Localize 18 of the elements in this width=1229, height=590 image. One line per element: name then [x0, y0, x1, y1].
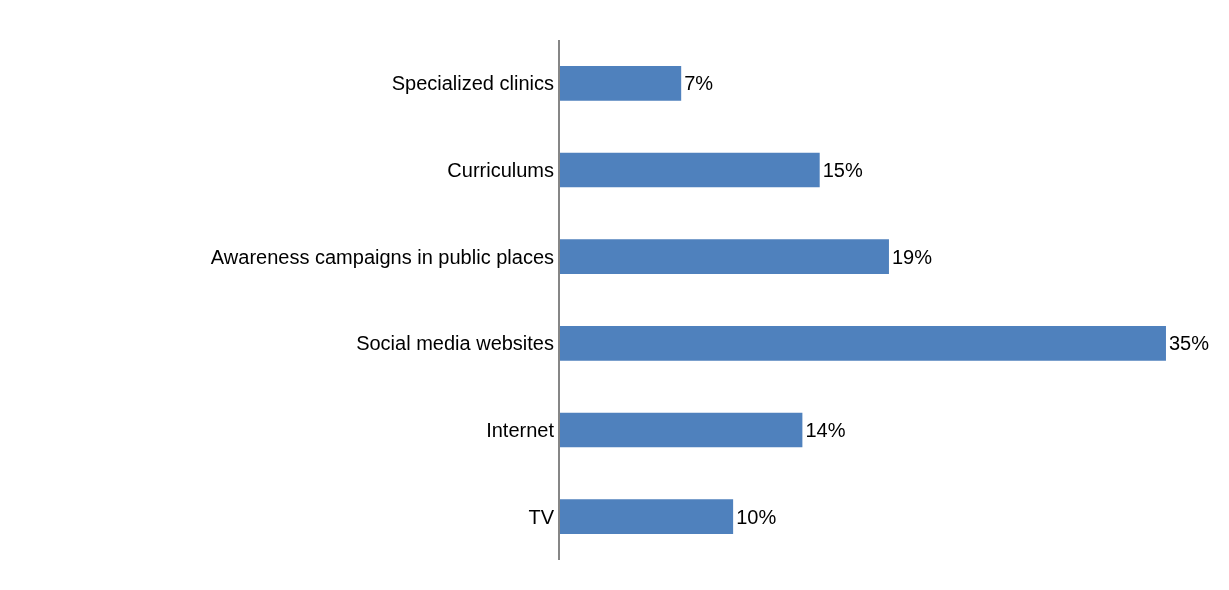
bar: [560, 66, 682, 101]
bar: [560, 152, 820, 188]
data-label: 10%: [736, 505, 777, 528]
bar: [560, 326, 1166, 361]
bar: [560, 499, 734, 534]
y-tick-label: Awareness campaigns in public places: [210, 245, 554, 268]
data-label: 14%: [805, 419, 846, 441]
data-label: 19%: [891, 245, 933, 268]
y-tick-label: TV: [528, 505, 555, 528]
y-tick-label: Internet: [486, 419, 555, 441]
y-tick-label: Curriculums: [447, 159, 554, 181]
y-tick-label: Specialized clinics: [391, 72, 554, 95]
data-label: 15%: [822, 159, 863, 181]
bar: [560, 239, 889, 274]
data-label: 7%: [684, 72, 714, 95]
y-tick-label: Social media websites: [356, 332, 554, 355]
data-label: 35%: [1168, 332, 1210, 355]
bar: [560, 412, 803, 448]
